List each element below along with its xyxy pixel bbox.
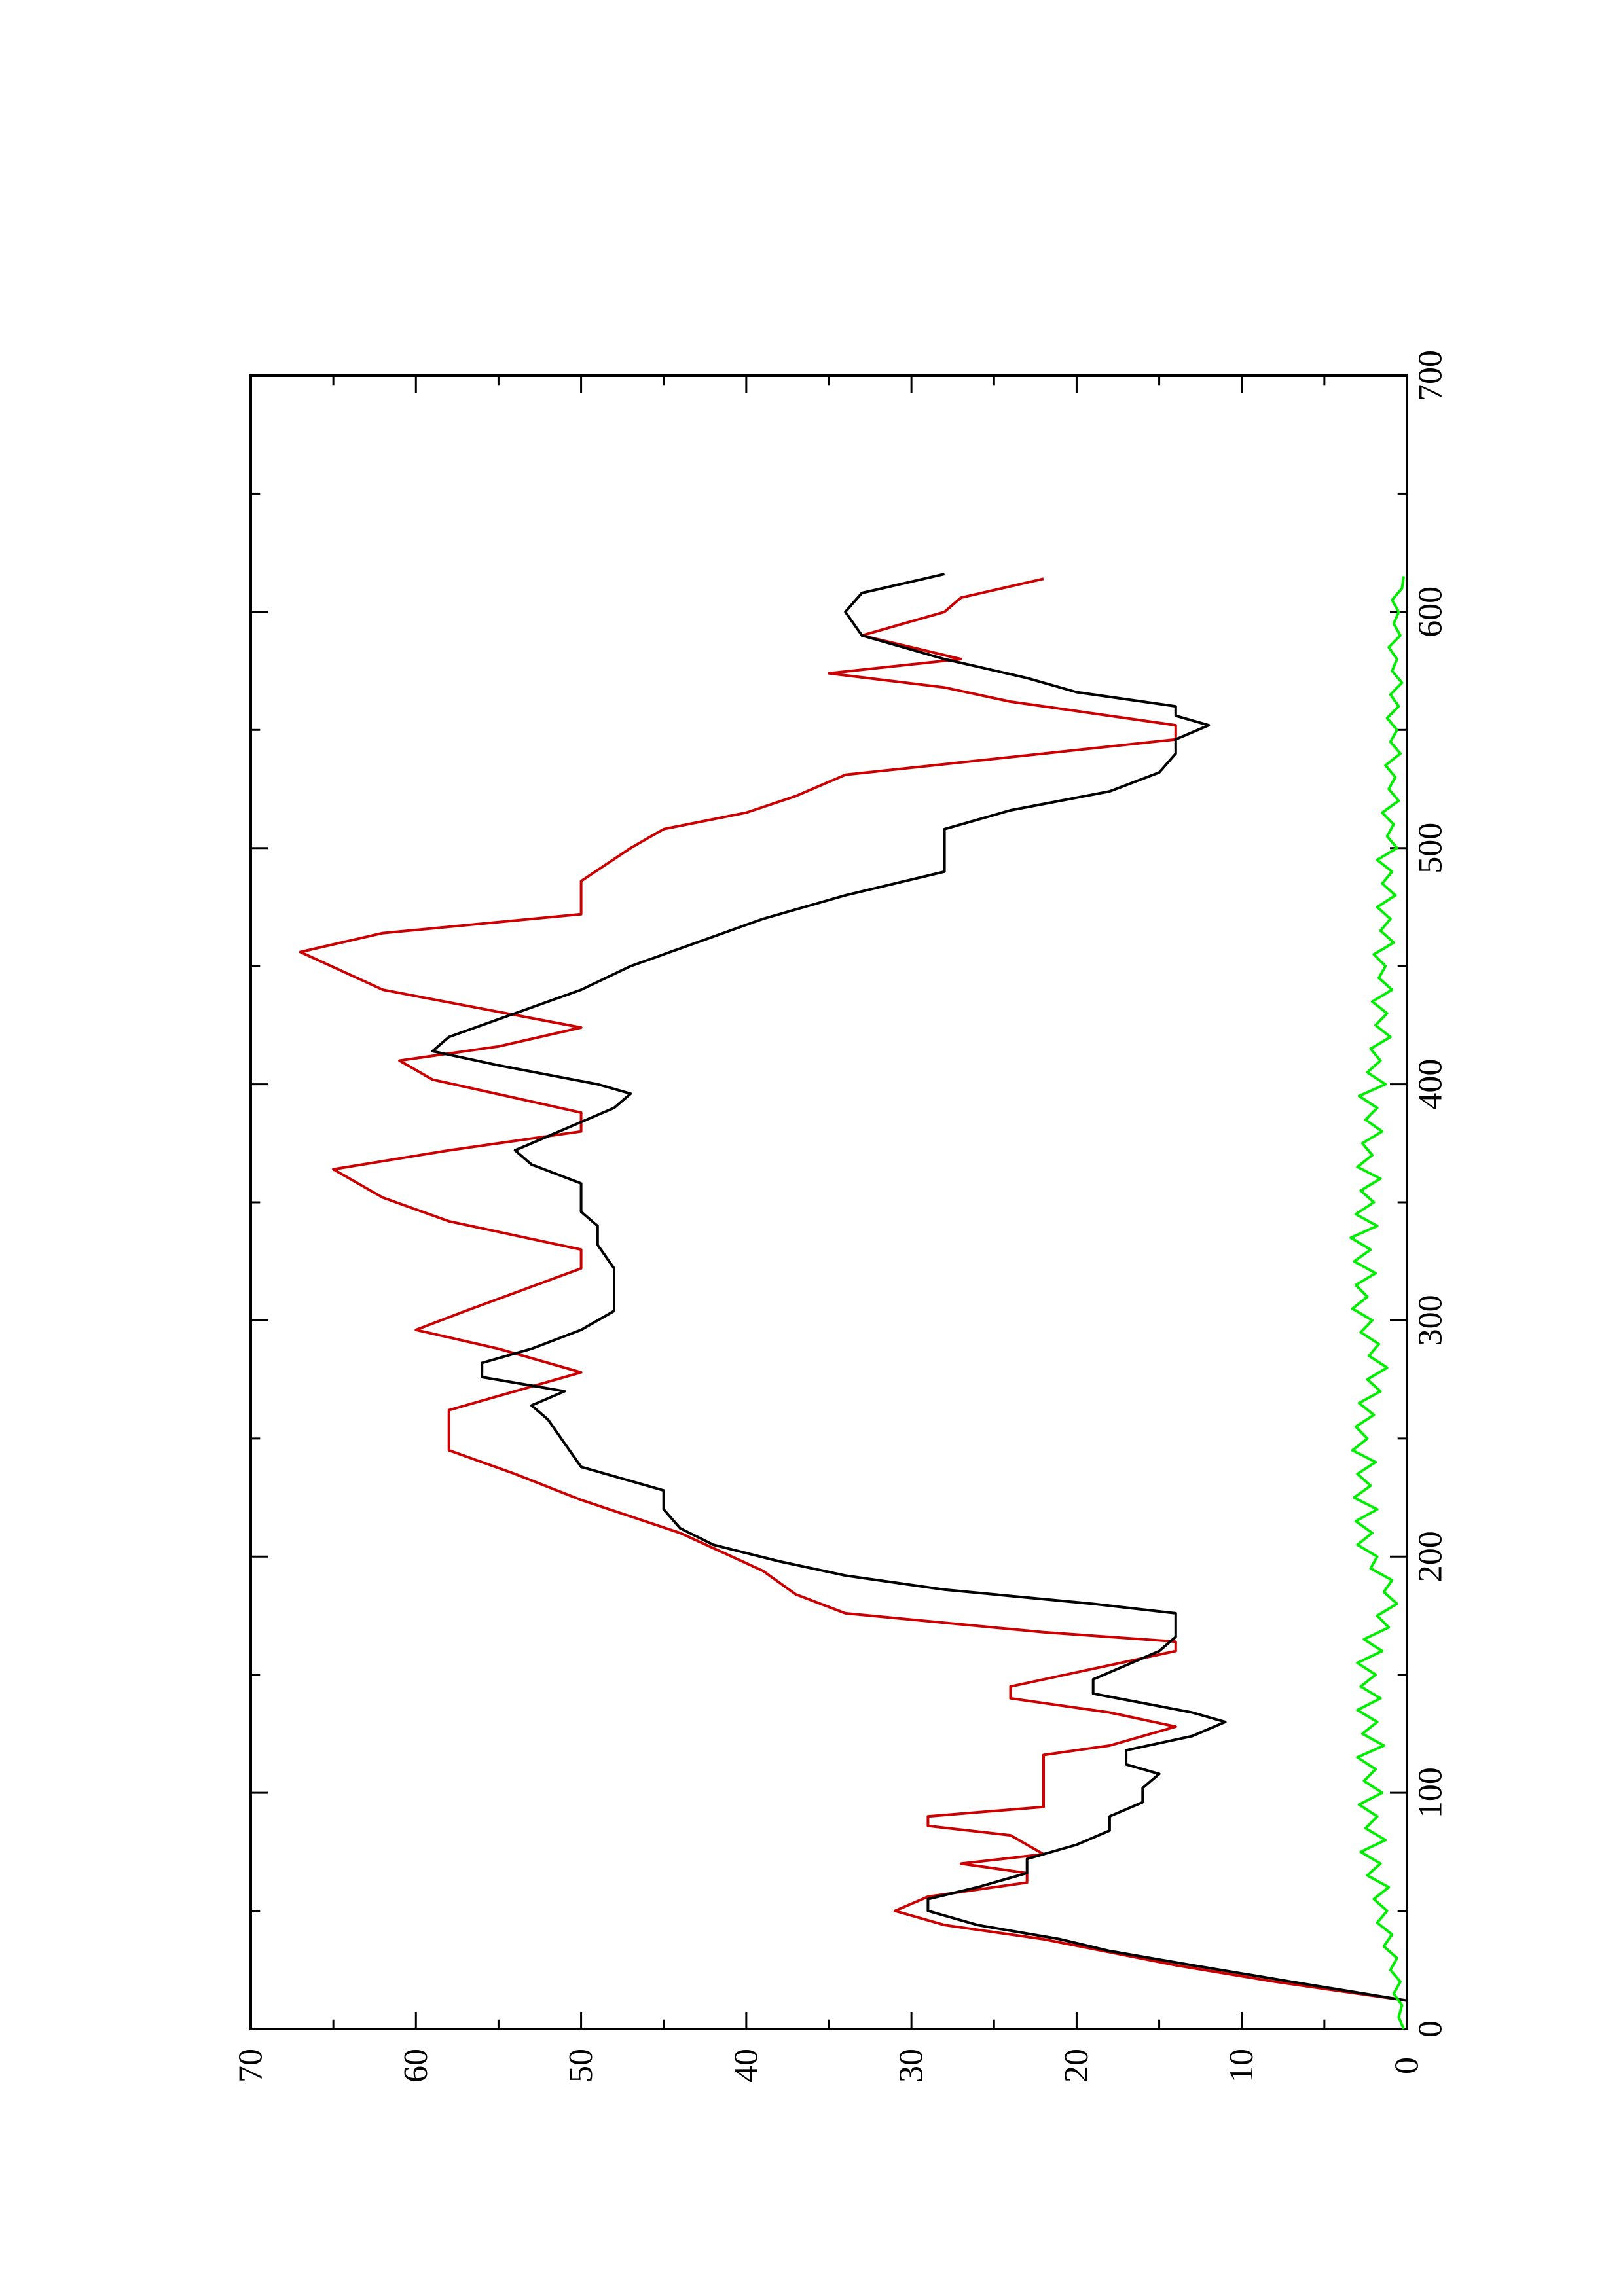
tick-labels: 0 100 200 300 400 500 600 700 0 10 20 30 40 50 60 70 <box>232 350 1450 2083</box>
series-line-3 <box>1349 576 1405 2030</box>
ticks <box>249 374 1408 2030</box>
y-tick-label: 60 <box>397 2049 435 2083</box>
x-tick-label: 400 <box>1412 1059 1450 1110</box>
x-tick-label: 0 <box>1412 2020 1450 2037</box>
x-tick-label: 500 <box>1412 823 1450 874</box>
x-tick-label: 600 <box>1412 586 1450 637</box>
x-tick-label: 100 <box>1412 1767 1450 1818</box>
x-tick-label: 300 <box>1412 1295 1450 1346</box>
y-tick-label: 70 <box>232 2049 270 2083</box>
series-line-2 <box>431 573 1408 2002</box>
y-tick-label: 40 <box>727 2049 765 2083</box>
x-tick-label: 700 <box>1412 350 1450 401</box>
plot-frame <box>249 374 1408 2030</box>
y-tick-label: 20 <box>1058 2049 1095 2083</box>
y-tick-label: 30 <box>893 2049 930 2083</box>
y-tick-label: 50 <box>562 2049 600 2083</box>
y-tick-label: 0 <box>1389 2057 1426 2074</box>
y-tick-label: 10 <box>1223 2049 1260 2083</box>
series-line-1 <box>299 577 1408 2002</box>
x-tick-label: 200 <box>1412 1531 1450 1582</box>
series-layer <box>299 573 1408 2030</box>
